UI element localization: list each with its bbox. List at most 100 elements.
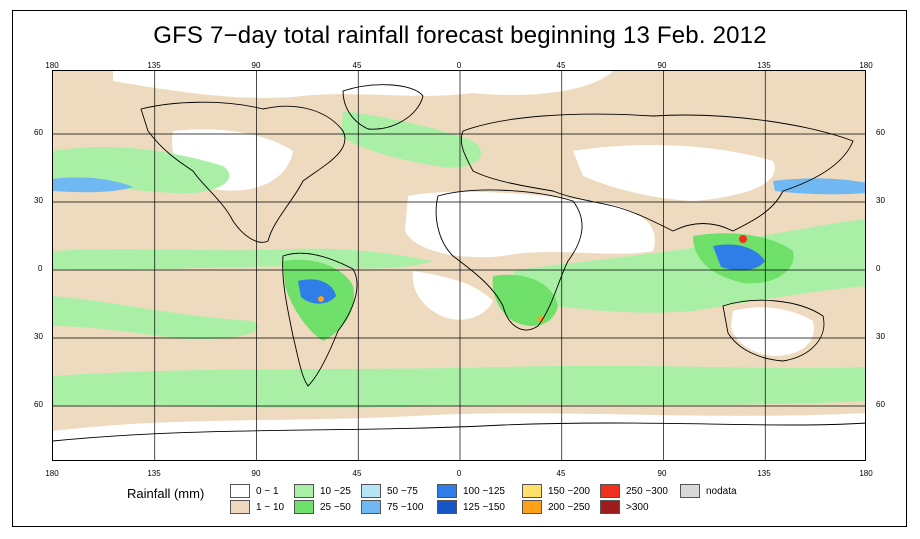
legend-label: 1 − 10: [256, 501, 285, 513]
antarctica-dry-region: [53, 413, 865, 460]
legend-swatch: [600, 500, 620, 514]
legend-label: >300: [626, 501, 649, 513]
europe-asia-outline: [460, 113, 854, 232]
north-america-outline: [140, 101, 346, 243]
legend-item: >300: [600, 500, 649, 514]
antarctica-outline: [53, 422, 865, 442]
south-pacific-band: [53, 296, 259, 340]
figure-frame: [12, 10, 907, 527]
africa-rain: [492, 274, 558, 326]
rainfall-map: [52, 70, 866, 461]
lon-tick-bottom: 180: [45, 469, 59, 478]
lat-tick-left: 30: [34, 196, 43, 205]
lon-tick-top: 135: [757, 61, 771, 70]
lat-tick-right: 60: [876, 128, 885, 137]
legend-label: 25 −50: [320, 501, 351, 513]
legend-label: 100 −125: [463, 485, 505, 497]
lat-tick-right: 30: [876, 332, 885, 341]
legend-swatch: [230, 500, 250, 514]
legend-label: 150 −200: [548, 485, 590, 497]
south-atlantic-dry-region: [412, 271, 493, 320]
lat-tick-right: 30: [876, 196, 885, 205]
lat-tick-right: 0: [876, 264, 881, 273]
lon-tick-top: 90: [251, 61, 261, 70]
graticule: [53, 71, 865, 460]
legend-item: 200 −250: [522, 500, 590, 514]
lon-tick-top: 135: [147, 61, 161, 70]
legend-swatch: [600, 484, 620, 498]
south-america-outline: [282, 252, 358, 387]
extreme-rain-philippines: [739, 235, 747, 243]
lat-tick-left: 60: [34, 400, 43, 409]
rain-bands: [53, 71, 865, 460]
legend-title: Rainfall (mm): [127, 486, 205, 501]
legend-swatch: [230, 484, 250, 498]
asia-dry-region: [573, 145, 775, 201]
lat-tick-left: 30: [34, 332, 43, 341]
legend-swatch: [361, 484, 381, 498]
lon-tick-bottom: 90: [657, 469, 667, 478]
japan-storm-core: [773, 178, 865, 195]
legend-item: 0 − 1: [230, 484, 279, 498]
legend-swatch: [437, 484, 457, 498]
maritime-heavy-core: [713, 244, 765, 271]
legend-item: 125 −150: [437, 500, 505, 514]
lat-tick-left: 60: [34, 128, 43, 137]
legend-item: 150 −200: [522, 484, 590, 498]
legend-swatch: [522, 500, 542, 514]
legend-label: 250 −300: [626, 485, 668, 497]
australia-dry-region: [731, 307, 814, 356]
lon-tick-bottom: 90: [251, 469, 261, 478]
legend-label: 10 −25: [320, 485, 351, 497]
lon-tick-top: 180: [859, 61, 873, 70]
legend-item: 10 −25: [294, 484, 351, 498]
legend-item: 50 −75: [361, 484, 418, 498]
continent-outlines: [53, 84, 865, 442]
sahara-dry-region: [405, 191, 655, 258]
australia-outline: [722, 299, 825, 362]
lon-tick-top: 45: [352, 61, 362, 70]
legend-label: nodata: [706, 485, 737, 497]
lat-tick-right: 60: [876, 400, 885, 409]
lat-tick-left: 0: [38, 264, 43, 273]
lon-tick-bottom: 45: [352, 469, 362, 478]
legend-item: nodata: [680, 484, 737, 498]
legend-item: 1 − 10: [230, 500, 284, 514]
legend-item: 25 −50: [294, 500, 351, 514]
legend-item: 75 −100: [361, 500, 423, 514]
lon-tick-bottom: 135: [147, 469, 161, 478]
legend-swatch: [294, 484, 314, 498]
legend-label: 0 − 1: [256, 485, 279, 497]
lon-tick-bottom: 180: [859, 469, 873, 478]
legend-label: 75 −100: [387, 501, 424, 513]
legend-swatch: [522, 484, 542, 498]
pacific-storm-core: [53, 177, 133, 193]
legend-item: 250 −300: [600, 484, 668, 498]
lon-tick-top: 0: [456, 61, 462, 70]
lon-tick-top: 45: [556, 61, 566, 70]
map-canvas: [53, 71, 865, 460]
lon-tick-bottom: 45: [556, 469, 566, 478]
africa-outline: [435, 189, 583, 331]
amazon-heavy-core: [298, 279, 336, 304]
lon-tick-bottom: 0: [456, 469, 462, 478]
legend-label: 50 −75: [387, 485, 418, 497]
extreme-rain-madagascar: [538, 316, 544, 322]
legend-swatch: [361, 500, 381, 514]
north-atlantic-storm-track: [341, 111, 482, 168]
southern-ocean-band: [53, 365, 865, 409]
map-title: GFS 7−day total rainfall forecast beginn…: [153, 22, 767, 49]
legend-swatch: [437, 500, 457, 514]
legend-item: 100 −125: [437, 484, 505, 498]
legend-label: 125 −150: [463, 501, 505, 513]
lon-tick-top: 90: [657, 61, 667, 70]
legend-label: 200 −250: [548, 501, 590, 513]
legend-swatch: [294, 500, 314, 514]
lon-tick-bottom: 135: [757, 469, 771, 478]
legend-swatch: [680, 484, 700, 498]
lon-tick-top: 180: [45, 61, 59, 70]
arctic-dry-region: [113, 71, 613, 98]
itcz-band: [53, 248, 433, 270]
extreme-rain-brazil: [318, 296, 324, 302]
greenland-outline: [342, 84, 424, 130]
